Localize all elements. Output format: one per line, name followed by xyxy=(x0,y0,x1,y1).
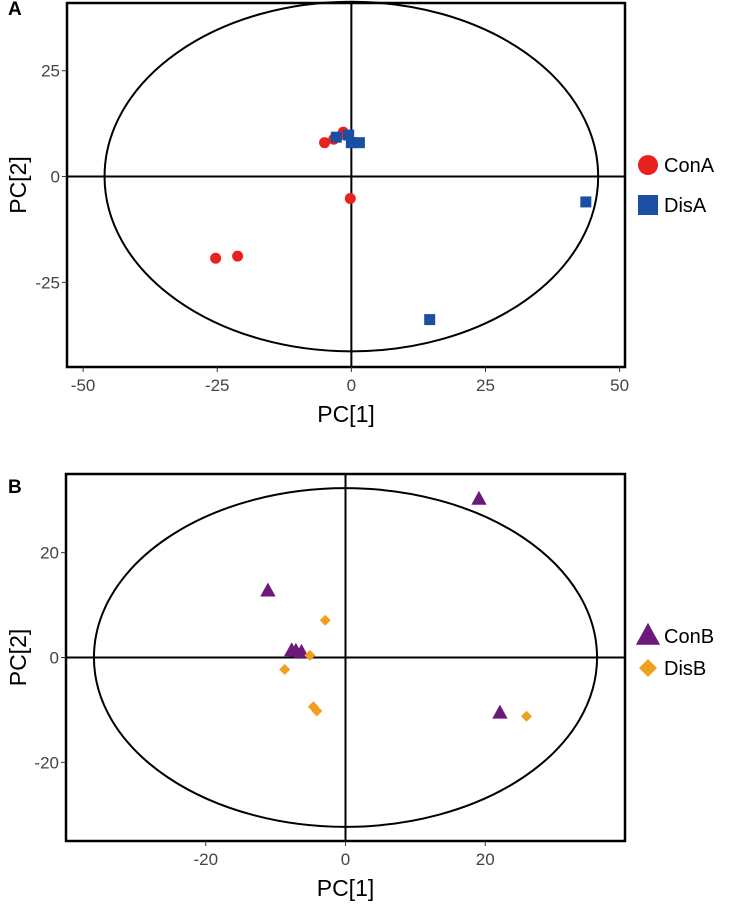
data-point-DisA xyxy=(343,129,355,141)
data-point-ConB xyxy=(293,643,310,658)
data-point-DisB xyxy=(520,710,532,722)
data-point-DisA xyxy=(424,314,436,326)
legend-label: DisB xyxy=(664,658,706,680)
x-tick-label: 20 xyxy=(476,850,495,869)
data-point-ConB xyxy=(471,490,487,505)
data-point-DisB xyxy=(279,664,291,676)
legend-marker-DisB xyxy=(639,659,657,677)
data-point-DisA xyxy=(330,131,342,143)
panel-B: B -20 0 20 -20 0 20 PC[1] PC[2] ConB DisB xyxy=(5,472,714,901)
x-tick-label: -20 xyxy=(193,850,218,869)
y-axis-label: PC[2] xyxy=(5,629,31,687)
legend-label: ConB xyxy=(664,626,714,648)
data-point-ConB xyxy=(492,704,508,719)
x-tick-label: -25 xyxy=(205,376,230,395)
x-tick-label: 0 xyxy=(347,376,356,395)
data-point-DisA xyxy=(580,196,592,208)
data-point-ConB xyxy=(260,582,276,597)
y-tick-label: 20 xyxy=(40,544,59,563)
y-axis-label: PC[2] xyxy=(5,156,31,214)
legend-label: DisA xyxy=(664,195,707,217)
x-axis-label: PC[1] xyxy=(317,401,375,427)
data-point-ConA xyxy=(210,252,222,264)
data-point-DisA xyxy=(353,137,365,149)
x-axis-label: PC[1] xyxy=(317,875,375,901)
y-tick-label: -20 xyxy=(34,753,59,772)
y-tick-label: 25 xyxy=(41,62,60,81)
data-point-ConA xyxy=(232,250,244,262)
legend-marker-DisA xyxy=(638,195,658,215)
x-tick-label: 25 xyxy=(476,376,495,395)
panel-label: A xyxy=(8,0,22,20)
data-point-DisB xyxy=(319,614,331,626)
y-tick-label: 0 xyxy=(51,168,60,187)
data-point-ConA xyxy=(319,137,331,149)
confidence-ellipse xyxy=(92,487,599,828)
legend-marker-ConB xyxy=(635,622,661,645)
data-point-DisB xyxy=(311,705,323,717)
panel-A: A -50 -25 0 25 50 -25 0 25 PC[1] PC[2] ConA DisA xyxy=(5,0,715,427)
legend-label: ConA xyxy=(664,155,715,177)
data-point-DisB xyxy=(304,649,316,661)
x-tick-label: -50 xyxy=(71,376,96,395)
data-point-DisA xyxy=(345,137,357,149)
plot-frame xyxy=(65,1,627,369)
y-tick-label: -25 xyxy=(35,273,60,292)
y-tick-label: 0 xyxy=(50,649,59,668)
x-tick-label: 0 xyxy=(341,850,350,869)
legend-marker-ConA xyxy=(638,155,658,175)
x-tick-label: 50 xyxy=(610,376,629,395)
data-point-ConA xyxy=(344,193,356,205)
confidence-ellipse xyxy=(103,0,600,353)
panel-label: B xyxy=(8,477,22,498)
